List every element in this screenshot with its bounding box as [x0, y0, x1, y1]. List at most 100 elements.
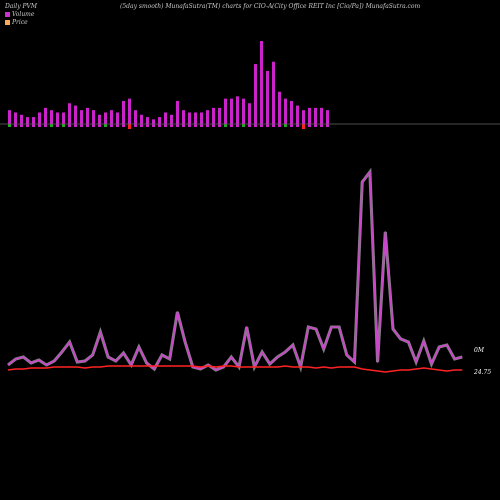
volume-bar-tick [44, 124, 47, 127]
volume-bar [140, 114, 143, 124]
volume-bar-tick [284, 124, 287, 127]
volume-bar [308, 107, 311, 124]
volume-bar [284, 98, 287, 124]
volume-bar [326, 110, 329, 124]
volume-bar [56, 112, 59, 124]
volume-bar-tick [20, 124, 23, 127]
volume-bar [194, 112, 197, 124]
volume-bar [212, 107, 215, 124]
volume-bar [92, 110, 95, 124]
volume-bar [188, 112, 191, 124]
volume-bar [200, 112, 203, 124]
volume-bar-tick [290, 124, 293, 127]
volume-bar [116, 112, 119, 124]
volume-bar-tick [230, 124, 233, 127]
volume-bar-tick [128, 124, 131, 129]
volume-bar-tick [308, 124, 311, 127]
volume-bar-tick [326, 124, 329, 127]
volume-bar [122, 100, 125, 124]
legend-price-label: Price [12, 19, 28, 26]
volume-bar-tick [320, 124, 323, 127]
volume-bar-tick [152, 124, 155, 127]
volume-bar-tick [158, 124, 161, 127]
volume-value-label: 0M [474, 347, 485, 354]
legend-volume: Volume [5, 11, 34, 18]
volume-bar-tick [278, 124, 281, 127]
volume-bar-tick [14, 124, 17, 127]
volume-bar [230, 98, 233, 124]
volume-bar [146, 117, 149, 124]
volume-bar-tick [122, 124, 125, 127]
volume-bar [170, 114, 173, 124]
volume-bar [74, 105, 77, 124]
volume-bar-tick [218, 124, 221, 127]
volume-bar-tick [140, 124, 143, 127]
volume-bar [320, 107, 323, 124]
volume-bar [206, 110, 209, 124]
volume-bar-tick [194, 124, 197, 127]
volume-bar [44, 107, 47, 124]
volume-bar [296, 105, 299, 124]
volume-bar-tick [212, 124, 215, 127]
volume-bar-tick [296, 124, 299, 127]
volume-bar [272, 61, 275, 124]
volume-bar-tick [254, 124, 257, 127]
volume-bar [98, 114, 101, 124]
volume-bar [38, 112, 41, 124]
chart-header-center: (5day smooth) MunafaSutra(TM) charts for… [120, 3, 273, 10]
volume-bar [314, 107, 317, 124]
volume-bar-tick [38, 124, 41, 127]
volume-bar-tick [86, 124, 89, 127]
chart-header-left: Daily PVM [5, 3, 38, 10]
volume-bars [8, 41, 329, 129]
volume-bar-tick [92, 124, 95, 127]
volume-bar-tick [266, 124, 269, 127]
volume-bar [110, 110, 113, 124]
volume-bar [152, 119, 155, 124]
volume-bar [224, 98, 227, 124]
volume-bar-tick [188, 124, 191, 127]
volume-bar [218, 107, 221, 124]
volume-bar-tick [200, 124, 203, 127]
legend-volume-swatch [5, 12, 10, 17]
volume-bar-tick [68, 124, 71, 127]
volume-bar [32, 117, 35, 124]
volume-bar-tick [26, 124, 29, 127]
volume-bar-tick [224, 124, 227, 127]
volume-bar-tick [56, 124, 59, 127]
volume-bar [248, 103, 251, 124]
volume-bar-tick [170, 124, 173, 127]
lines-group [7, 167, 463, 373]
volume-bar [278, 91, 281, 124]
volume-bar-tick [236, 124, 239, 127]
volume-bar [128, 98, 131, 124]
volume-bar-tick [176, 124, 179, 127]
volume-bar-tick [8, 124, 11, 127]
volume-bar [50, 110, 53, 124]
volume-bar-tick [62, 124, 65, 127]
volume-bar-tick [242, 124, 245, 127]
volume-bar-tick [98, 124, 101, 127]
legend-price-swatch [5, 20, 10, 25]
volume-bar [26, 117, 29, 124]
volume-bar [14, 112, 17, 124]
volume-bar-tick [302, 124, 305, 129]
volume-bar [134, 110, 137, 124]
price-value-label: 24.75 [473, 369, 491, 376]
volume-bar [164, 112, 167, 124]
volume-bar-tick [272, 124, 275, 127]
volume-bar-tick [104, 124, 107, 127]
volume-bar-tick [248, 124, 251, 127]
volume-bar-tick [116, 124, 119, 127]
volume-line [7, 171, 463, 371]
volume-bar [236, 96, 239, 124]
legend-volume-label: Volume [12, 11, 35, 18]
volume-bar-tick [206, 124, 209, 127]
volume-bar [20, 114, 23, 124]
volume-bar [62, 112, 65, 124]
volume-bar-tick [260, 124, 263, 127]
volume-line-glow [7, 167, 463, 373]
volume-bar [8, 110, 11, 124]
volume-bar-tick [134, 124, 137, 127]
